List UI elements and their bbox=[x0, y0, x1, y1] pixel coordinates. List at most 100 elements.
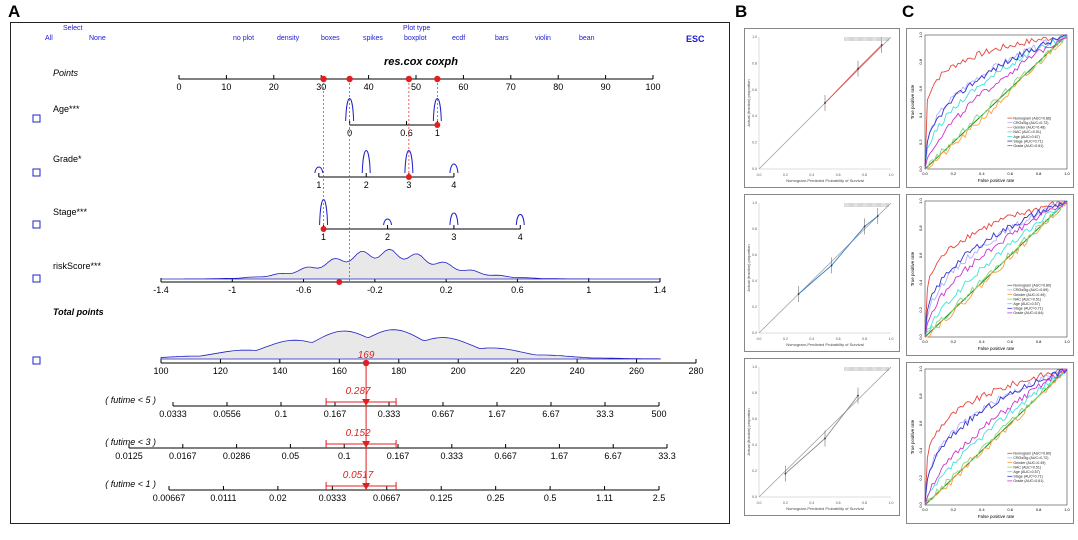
roc-ylabel: True positive rate bbox=[910, 419, 915, 454]
calibration-y-tick: 0.6 bbox=[752, 253, 757, 257]
roc-legend-entry: Stage (AUC=0.71) bbox=[1013, 139, 1042, 143]
roc-curve-2 bbox=[925, 36, 1068, 170]
survival-axis-1-tick-label: 33.3 bbox=[658, 451, 676, 461]
survival-axis-1-tick-label: 0.333 bbox=[441, 451, 464, 461]
calibration-point bbox=[824, 102, 826, 104]
calibration-svg: 0.00.0 0.2 0.2 0.4 0.4 0.6 0.6 0.8 0.8 1.0 1.0 Nomo… bbox=[746, 365, 893, 511]
roc-panel-1: 0.0 0.0 0.2 0.2 0.4 0.4 0.6 0.6 0.8 0.8 1.0 1.0 Fals… bbox=[906, 28, 1074, 188]
riskscore-axis-tick-label: 1 bbox=[586, 285, 591, 295]
calibration-y-tick: 0.6 bbox=[752, 88, 757, 92]
roc-curve-3 bbox=[925, 34, 1067, 170]
menu-item-bars[interactable]: bars bbox=[495, 35, 509, 42]
roc-y-tick: 0.4 bbox=[918, 279, 923, 285]
stage-axis-tick-label: 1 bbox=[321, 232, 326, 242]
roc-y-tick: 0.6 bbox=[918, 85, 923, 91]
calibration-x-tick: 0.4 bbox=[809, 173, 814, 177]
calibration-panel-1: 0.0 0.0 0.2 0.2 0.4 0.4 0.6 0.6 0.8 0.8 1.0 1.0 Nomo… bbox=[744, 28, 900, 188]
calibration-point bbox=[880, 44, 883, 46]
survival-axis-2-tick-label: 0.0333 bbox=[319, 493, 347, 503]
survival-label-1: ( futime < 3 ) bbox=[105, 437, 156, 447]
roc-legend-entry: Stage (AUC=0.71) bbox=[1013, 307, 1042, 311]
survival-axis-2-tick-label: 0.0667 bbox=[373, 493, 401, 503]
calibration-curve bbox=[798, 215, 879, 295]
total-points-value: 169 bbox=[358, 350, 375, 361]
calibration-xlabel: Nomogram-Predicted Probability of Surviv… bbox=[786, 506, 864, 511]
roc-frame bbox=[924, 34, 1068, 170]
calibration-y-tick: 0.8 bbox=[752, 61, 757, 65]
calibration-x-tick: 0.2 bbox=[783, 337, 788, 341]
roc-curve-4 bbox=[924, 200, 1067, 337]
roc-y-tick: 0.0 bbox=[918, 333, 923, 339]
roc-diagonal bbox=[924, 368, 1068, 506]
roc-curve-5 bbox=[924, 34, 1067, 167]
grade-axis-tick-label: 2 bbox=[364, 180, 369, 190]
survival-value-0: 0.287 bbox=[346, 386, 371, 397]
survival-axis-1-tick-label: 0.05 bbox=[282, 451, 300, 461]
roc-legend-entry: Gender (AUC=0.49) bbox=[1013, 293, 1045, 297]
menu-item-spikes[interactable]: spikes bbox=[363, 35, 383, 42]
grade-axis-tick-label: 4 bbox=[451, 180, 456, 190]
stage-axis-tick-label: 4 bbox=[518, 232, 523, 242]
calibration-point bbox=[857, 67, 859, 70]
menu-item-bean[interactable]: bean bbox=[579, 35, 595, 42]
roc-curve-5 bbox=[924, 368, 1068, 502]
roc-x-tick: 0.4 bbox=[979, 339, 985, 344]
roc-y-tick: 0.4 bbox=[918, 447, 923, 453]
roc-y-tick: 0.4 bbox=[918, 112, 923, 118]
roc-legend-entry: Gender (AUC=0.48) bbox=[1013, 126, 1045, 130]
points-axis-tick-label: 90 bbox=[601, 82, 611, 92]
grade-axis-tick-label: 1 bbox=[316, 180, 321, 190]
variable-checkbox-2 bbox=[32, 220, 41, 229]
select-heading: Select bbox=[63, 25, 83, 32]
variable-checkbox-1 bbox=[32, 168, 41, 177]
esc-button[interactable]: ESC bbox=[686, 34, 705, 44]
survival-axis-1-tick-label: 0.0167 bbox=[169, 451, 197, 461]
grade-density-spike bbox=[449, 163, 459, 174]
roc-curve-6 bbox=[924, 37, 1068, 170]
menu-item-none[interactable]: None bbox=[89, 35, 106, 42]
variable-label-riskscore: riskScore*** bbox=[53, 261, 102, 271]
menu-item-all[interactable]: All bbox=[45, 35, 53, 42]
roc-y-tick: 1.0 bbox=[918, 31, 923, 37]
roc-diagonal bbox=[924, 34, 1068, 170]
survival-axis-2-tick-label: 0.125 bbox=[430, 493, 453, 503]
roc-legend-entry: Grade (AUC=0.61) bbox=[1013, 144, 1043, 148]
roc-curve-3 bbox=[924, 200, 1068, 338]
stage-marker bbox=[320, 226, 327, 232]
menu-item-boxes[interactable]: boxes bbox=[321, 35, 340, 42]
calibration-xlabel: Nomogram-Predicted Probability of Surviv… bbox=[786, 342, 864, 347]
survival-axis-1-tick-label: 0.0286 bbox=[223, 451, 251, 461]
survival-axis-0-tick-label: 0.0556 bbox=[213, 409, 241, 419]
menu-item-density[interactable]: density bbox=[277, 35, 300, 42]
menu-item-violin[interactable]: violin bbox=[535, 35, 551, 42]
calibration-y-tick: 1.0 bbox=[752, 201, 757, 205]
menu-item-no-plot[interactable]: no plot bbox=[233, 35, 255, 42]
roc-ylabel: True positive rate bbox=[910, 84, 915, 119]
roc-curve-4 bbox=[924, 368, 1068, 504]
roc-x-tick: 0.2 bbox=[951, 171, 957, 176]
calibration-curve bbox=[785, 395, 859, 474]
stage-density-spike bbox=[449, 212, 459, 226]
menu-item-boxplot[interactable]: boxplot bbox=[404, 35, 427, 42]
points-axis-tick-label: 30 bbox=[316, 82, 326, 92]
calibration-y-tick: 0.8 bbox=[752, 227, 757, 231]
points-axis-tick-label: 10 bbox=[221, 82, 231, 92]
roc-panel-3: 0.0 0.0 0.2 0.2 0.4 0.4 0.6 0.6 0.8 0.8 1.0 1.0 Fals… bbox=[906, 362, 1074, 524]
points-axis-tick-label: 60 bbox=[458, 82, 468, 92]
roc-legend-entry: NAC (AUC=0.51) bbox=[1013, 465, 1041, 469]
stage-axis-tick-label: 2 bbox=[385, 232, 390, 242]
survival-axis-0-tick-label: 0.667 bbox=[432, 409, 455, 419]
roc-x-tick: 0.0 bbox=[922, 507, 928, 512]
total-points-axis-tick-label: 240 bbox=[570, 366, 585, 376]
roc-curve-0 bbox=[924, 200, 1068, 337]
calibration-point bbox=[824, 437, 826, 440]
calibration-point bbox=[863, 225, 866, 228]
roc-legend-entry: NAC (AUC=0.51) bbox=[1013, 297, 1041, 301]
menu-item-ecdf[interactable]: ecdf bbox=[452, 35, 466, 42]
roc-diagonal bbox=[924, 200, 1068, 338]
variable-label-age: Age*** bbox=[53, 104, 80, 114]
variable-checkbox-0 bbox=[32, 114, 41, 123]
roc-x-tick: 1.0 bbox=[1064, 507, 1070, 512]
survival-axis-1-tick-label: 1.67 bbox=[551, 451, 569, 461]
variable-label-stage: Stage*** bbox=[53, 207, 88, 217]
